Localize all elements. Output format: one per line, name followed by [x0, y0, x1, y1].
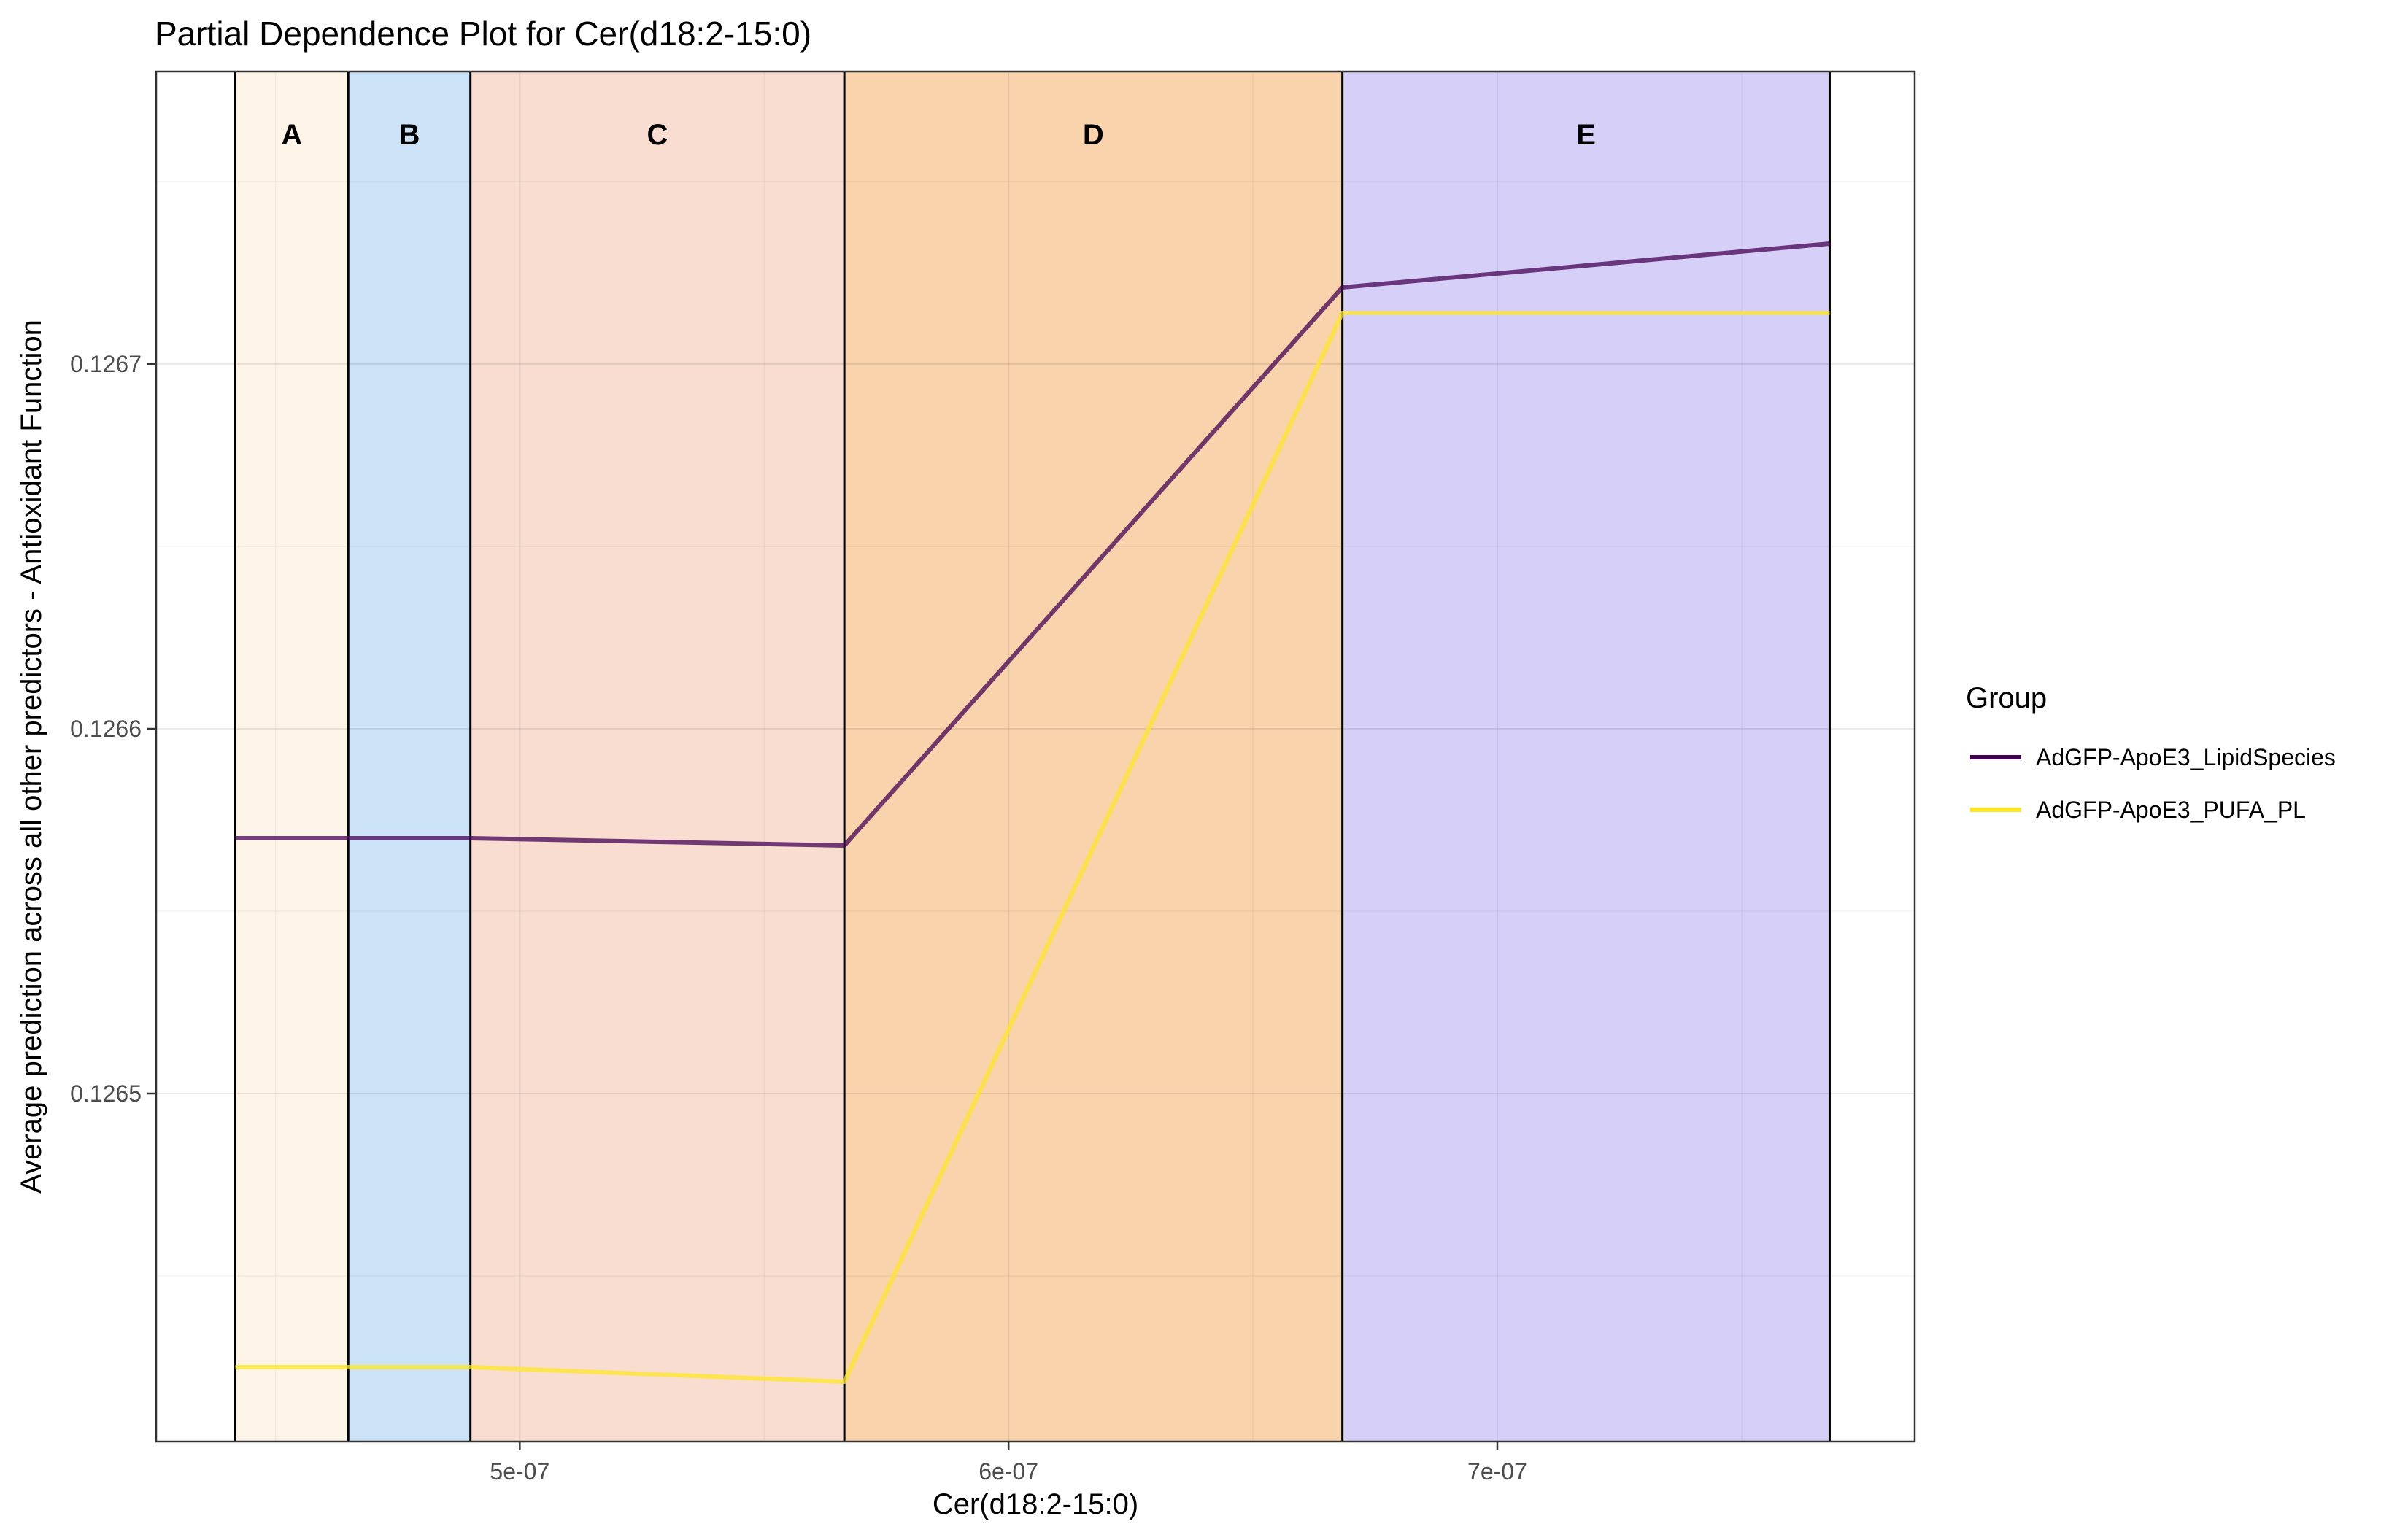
chart-title: Partial Dependence Plot for Cer(d18:2-15… — [155, 15, 811, 53]
region-d-band — [844, 71, 1343, 1442]
series-line-adgfp-apoe3-lipidspecies — [235, 241, 1830, 848]
region-c-band — [470, 71, 845, 1442]
region-c-label: C — [647, 119, 668, 151]
series-layer — [235, 241, 1830, 1384]
region-b-label: B — [399, 119, 420, 151]
region-borders-layer — [234, 71, 1831, 1442]
x-tick-label: 7e-07 — [1467, 1458, 1527, 1485]
legend-title: Group — [1966, 682, 2047, 714]
series-line-adgfp-apoe3-pufa-pl — [235, 311, 1830, 1384]
region-b-band — [348, 71, 471, 1442]
legend-label: AdGFP-ApoE3_PUFA_PL — [2036, 797, 2306, 823]
region-e-label: E — [1576, 119, 1596, 151]
y-tick-label: 0.1267 — [70, 351, 142, 377]
y-axis: 0.1265 0.1266 0.1267 — [70, 351, 156, 1107]
region-a-band — [235, 71, 349, 1442]
grid-layer — [156, 71, 1915, 1442]
legend-items: AdGFP-ApoE3_LipidSpecies AdGFP-ApoE3_PUFA… — [1970, 744, 2336, 823]
y-tick-label: 0.1266 — [70, 716, 142, 742]
region-labels-layer: A B C D E — [281, 119, 1595, 151]
y-tick-label: 0.1265 — [70, 1080, 142, 1107]
legend: Group AdGFP-ApoE3_LipidSpeciesAdGFP-ApoE… — [1966, 682, 2336, 823]
x-axis: 5e-07 6e-07 7e-07 — [490, 1442, 1527, 1485]
x-tick-label: 5e-07 — [490, 1458, 549, 1485]
x-axis-title: Cer(d18:2-15:0) — [933, 1488, 1138, 1520]
x-tick-label: 6e-07 — [979, 1458, 1038, 1485]
plot-panel-border — [155, 70, 1916, 1443]
region-d-label: D — [1083, 119, 1104, 151]
y-axis-title: Average prediction across all other pred… — [15, 320, 47, 1194]
legend-label: AdGFP-ApoE3_LipidSpecies — [2036, 744, 2336, 770]
region-e-band — [1342, 71, 1830, 1442]
region-a-label: A — [281, 119, 302, 151]
regions-layer — [235, 71, 1830, 1442]
